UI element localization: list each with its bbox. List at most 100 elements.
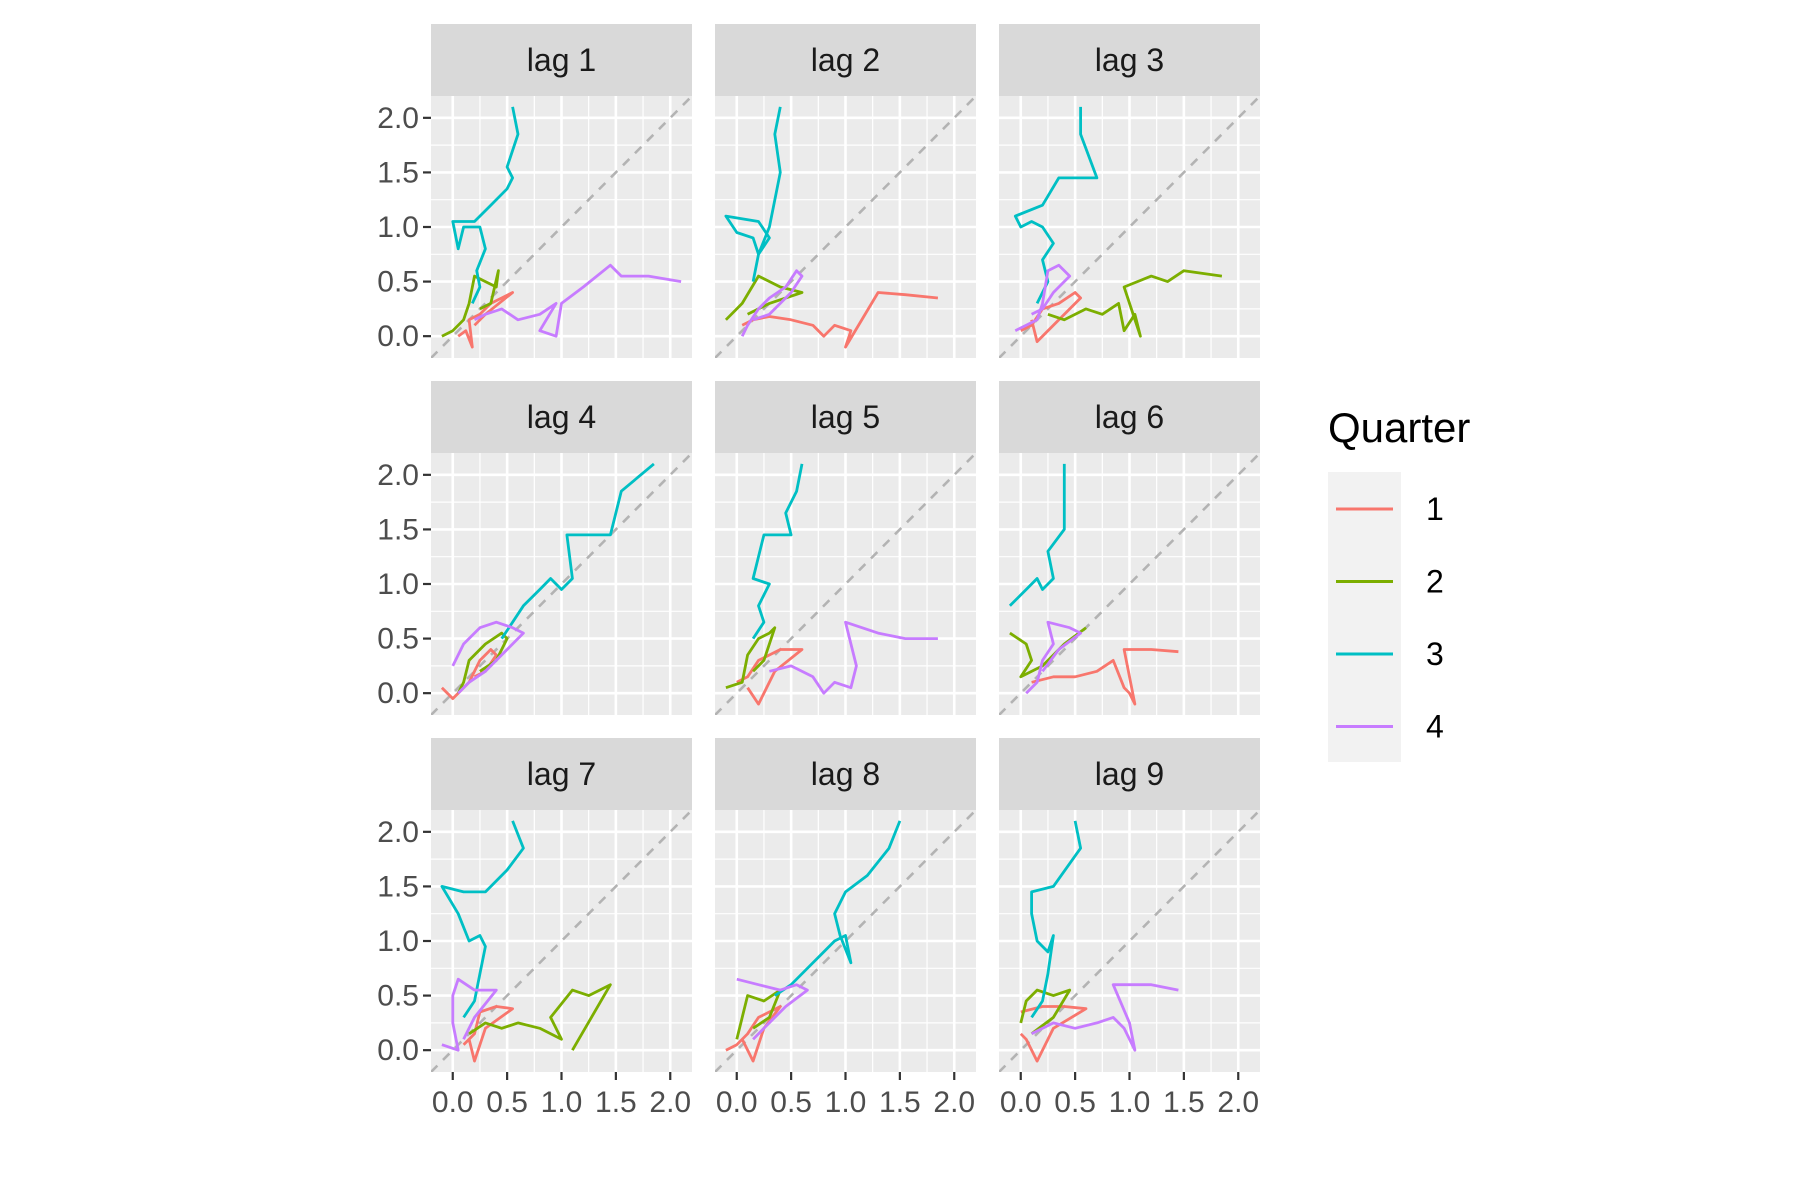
series-line-quarter-2 [1047,269,1223,338]
series-line-quarter-4 [769,620,938,695]
legend: Quarter 1 2 3 4 [1328,404,1470,762]
series-line-quarter-3 [1013,106,1099,305]
facet-panel: lag 2 [715,24,976,358]
series-line-quarter-3 [451,106,520,304]
series-line-quarter-2 [468,983,612,1051]
series-line-quarter-2 [724,274,804,321]
series-line-quarter-2 [735,988,782,1040]
facet-strip-label: lag 6 [1095,399,1164,435]
y-tick-label: 1.0 [377,568,419,601]
x-tick-label: 0.5 [486,1086,528,1119]
y-tick-label: 0.5 [377,623,419,656]
series-line-quarter-2 [725,626,777,690]
x-tick-label: 2.0 [649,1086,691,1119]
y-tick-label: 1.0 [377,925,419,958]
series-line-quarter-3 [440,820,525,1019]
series-line-quarter-4 [740,269,804,337]
y-tick-label: 1.5 [377,156,419,189]
facet-strip-label: lag 3 [1095,42,1164,78]
series-line-quarter-3 [1030,820,1082,1019]
series-line-quarter-1 [1019,1005,1088,1063]
facet-strip-label: lag 8 [811,756,880,792]
facet-panel: lag 3 [999,24,1260,358]
y-tick-label: 2.0 [377,459,419,492]
y-tick-label: 1.5 [377,513,419,546]
legend-label: 2 [1426,564,1444,600]
series-line-quarter-1 [457,291,514,349]
panel-plot-area [431,96,692,358]
y-tick-label: 2.0 [377,102,419,135]
y-tick-label: 0.0 [377,1034,419,1067]
x-tick-label: 1.0 [825,1086,867,1119]
diagonal-reference-line [431,810,692,1072]
series-line-quarter-1 [741,291,939,349]
series-line-quarter-4 [441,977,498,1052]
facet-strip-label: lag 9 [1095,756,1164,792]
series-line-quarter-2 [1019,988,1072,1035]
facet-strip [999,381,1260,453]
facet-strip [715,381,976,453]
x-tick-label: 1.5 [595,1086,637,1119]
facet-strip-label: lag 5 [811,399,880,435]
y-tick-label: 1.5 [377,870,419,903]
x-tick-label: 0.0 [1000,1086,1042,1119]
facet-strip [999,738,1260,810]
facet-strip [715,738,976,810]
facet-panel: lag 7 [431,738,692,1072]
series-line-quarter-4 [1025,620,1082,695]
diagonal-reference-line [999,453,1260,715]
panel-plot-area [999,453,1260,715]
x-tick-label: 0.0 [432,1086,474,1119]
facet-panel: lag 5 [715,381,976,715]
y-tick-label: 0.5 [377,266,419,299]
facet-strip-label: lag 2 [811,42,880,78]
facet-strip-label: lag 1 [527,42,596,78]
series-line-quarter-3 [751,463,804,640]
facet-panel: lag 1 [431,24,692,358]
series-line-quarter-1 [736,648,804,706]
legend-key-background [1328,472,1401,762]
legend-label: 3 [1426,636,1444,672]
panel-plot-area [999,810,1260,1072]
series-line-quarter-3 [724,106,782,282]
y-tick-label: 2.0 [377,816,419,849]
facet-strip [431,24,692,96]
facet-panel: lag 6 [999,381,1260,715]
facet-panels: lag 1 lag 2 lag 3 lag 4 lag 5 lag 6 lag 7 lag 8… [431,24,1260,1072]
series-line-quarter-4 [473,263,682,338]
x-tick-label: 2.0 [933,1086,975,1119]
y-tick-label: 0.0 [377,320,419,353]
diagonal-reference-line [715,810,976,1072]
series-line-quarter-1 [725,1005,782,1063]
x-tick-label: 0.5 [770,1086,812,1119]
legend-label: 4 [1426,709,1444,745]
panel-plot-area [999,96,1260,358]
series-line-quarter-3 [774,820,902,997]
series-line-quarter-2 [441,269,500,338]
y-tick-label: 0.0 [377,677,419,710]
x-tick-label: 0.0 [716,1086,758,1119]
legend-title: Quarter [1328,404,1470,451]
diagonal-reference-line [431,453,692,715]
x-tick-label: 2.0 [1217,1086,1259,1119]
x-tick-label: 1.0 [1109,1086,1151,1119]
facet-strip-label: lag 4 [527,399,596,435]
facet-panel: lag 9 [999,738,1260,1072]
series-line-quarter-4 [1030,983,1179,1052]
x-tick-label: 1.5 [1163,1086,1205,1119]
series-line-quarter-3 [1008,463,1066,607]
x-tick-label: 1.5 [879,1086,921,1119]
facet-panel: lag 8 [715,738,976,1072]
panel-plot-area [715,810,976,1072]
facet-panel: lag 4 [431,381,692,715]
panel-plot-area [715,96,976,358]
axes: 0.0 0.5 1.0 1.5 2.0 0.0 0.5 1.0 1.5 2.0 0.0 0.5 1.0 1… [377,102,1259,1119]
series-line-quarter-1 [1031,648,1179,706]
diagonal-reference-line [715,96,976,358]
x-tick-label: 0.5 [1054,1086,1096,1119]
y-tick-label: 0.5 [377,980,419,1013]
diagonal-reference-line [715,453,976,715]
series-line-quarter-3 [500,462,655,640]
panel-plot-area [431,810,692,1072]
